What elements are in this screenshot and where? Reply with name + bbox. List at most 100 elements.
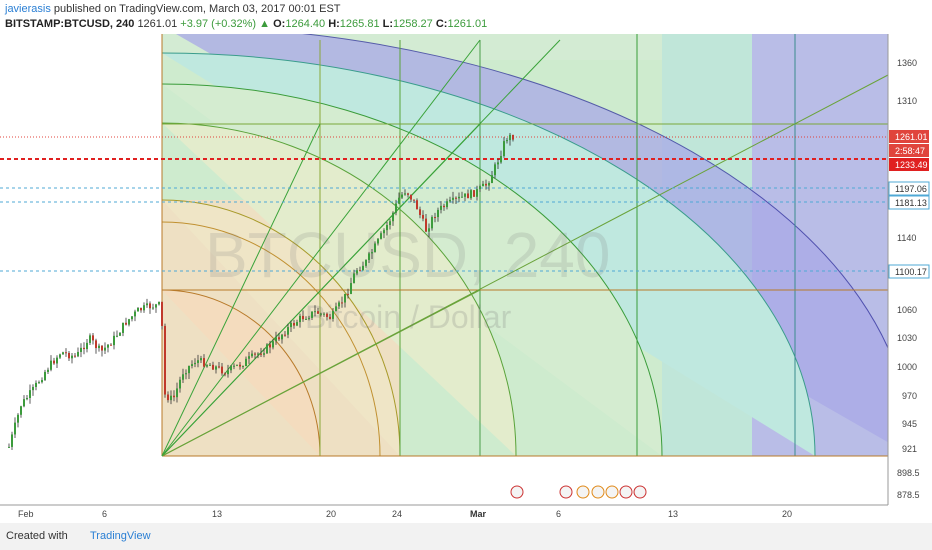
x-tick-24: 24 <box>392 509 402 519</box>
candle-body <box>8 446 10 448</box>
footer-bar: Created with TradingView <box>0 523 932 550</box>
candle-body <box>242 366 244 368</box>
candle-body <box>497 162 499 165</box>
y-tick-945: 945 <box>902 419 917 429</box>
x-tick-6b: 6 <box>556 509 561 519</box>
candle-body <box>407 193 409 195</box>
candle-body <box>401 194 403 198</box>
candle-body <box>410 194 412 200</box>
low-value: 1258.27 <box>393 18 433 30</box>
candle-body <box>113 335 115 346</box>
candle-body <box>338 302 340 307</box>
y-tick-970: 970 <box>902 391 917 401</box>
candle-body <box>167 394 169 401</box>
candle-body <box>20 406 22 415</box>
candle-body <box>26 397 28 400</box>
candle-body <box>269 344 271 348</box>
candle-body <box>32 386 34 391</box>
candle-body <box>98 345 100 349</box>
candle-body <box>86 342 88 350</box>
candle-body <box>92 335 94 341</box>
candle-body <box>53 360 55 364</box>
low-label: L: <box>382 18 394 30</box>
candle-body <box>284 334 286 336</box>
candle-body <box>14 422 16 435</box>
candle-body <box>161 301 163 326</box>
candle-body <box>254 353 256 355</box>
candle-body <box>449 199 451 202</box>
candle-body <box>251 353 253 357</box>
candle-body <box>248 356 250 359</box>
candle-body <box>365 259 367 266</box>
y-axis: 1360 1310 1140 1060 1030 1000 970 945 92… <box>887 34 932 505</box>
candle-body <box>203 358 205 367</box>
candle-body <box>398 197 400 204</box>
candle-body <box>101 345 103 351</box>
candle-body <box>200 358 202 361</box>
gann-box <box>161 34 888 457</box>
candle-body <box>356 270 358 274</box>
candle-body <box>326 313 328 317</box>
author-link[interactable]: javierasis <box>5 3 51 15</box>
candle-body <box>59 354 61 358</box>
candle-body <box>17 414 19 423</box>
candle-body <box>185 373 187 375</box>
candle-body <box>182 374 184 380</box>
y-tick-1140: 1140 <box>897 233 916 243</box>
candle-body <box>218 366 220 368</box>
candle-body <box>485 183 487 186</box>
candle-body <box>386 225 388 231</box>
red-line-tag: 1233.49 <box>895 160 928 170</box>
high-label: H: <box>328 18 340 30</box>
candle-body <box>44 371 46 381</box>
candle-body <box>335 306 337 311</box>
candle-body <box>170 395 172 401</box>
event-flag-icon <box>633 485 647 499</box>
y-tick-1000: 1000 <box>897 362 917 372</box>
candle-body <box>512 134 514 140</box>
candle-body <box>323 313 325 315</box>
candle-body <box>383 230 385 234</box>
candle-body <box>227 370 229 375</box>
event-flag-icon <box>591 485 605 499</box>
candle-body <box>74 355 76 357</box>
candle-body <box>413 199 415 201</box>
candle-body <box>149 303 151 309</box>
candle-body <box>404 193 406 195</box>
candle-body <box>56 357 58 364</box>
candle-body <box>443 205 445 208</box>
x-tick-6: 6 <box>102 509 107 519</box>
candle-body <box>341 302 343 304</box>
y-tick-1030: 1030 <box>897 333 917 343</box>
candle-body <box>311 311 313 318</box>
event-flag-icon <box>576 485 590 499</box>
candle-body <box>179 379 181 389</box>
high-value: 1265.81 <box>339 18 380 30</box>
economic-event-markers[interactable] <box>510 485 647 499</box>
candle-body <box>359 270 361 272</box>
tradingview-logo[interactable]: TradingView <box>90 530 151 542</box>
candle-body <box>296 322 298 326</box>
x-tick-feb: Feb <box>18 509 34 519</box>
up-arrow-icon: ▲ <box>259 18 271 30</box>
candle-body <box>65 352 67 354</box>
price-change: +3.97 (+0.32%) <box>180 18 257 30</box>
level-1197-tag: 1197.06 <box>895 184 927 194</box>
y-tick-1360: 1360 <box>897 58 917 68</box>
candle-body <box>467 193 469 199</box>
candle-body <box>473 190 475 197</box>
candle-body <box>434 217 436 219</box>
candle-body <box>344 293 346 303</box>
candle-body <box>293 322 295 326</box>
candle-body <box>287 327 289 335</box>
x-tick-mar: Mar <box>470 509 487 519</box>
publish-info: published on TradingView.com, March 03, … <box>53 3 341 15</box>
candle-body <box>299 315 301 323</box>
candle-body <box>392 212 394 222</box>
candle-body <box>206 365 208 367</box>
candle-body <box>116 335 118 337</box>
candle-body <box>188 365 190 374</box>
candle-body <box>257 353 259 355</box>
candle-body <box>371 252 373 254</box>
